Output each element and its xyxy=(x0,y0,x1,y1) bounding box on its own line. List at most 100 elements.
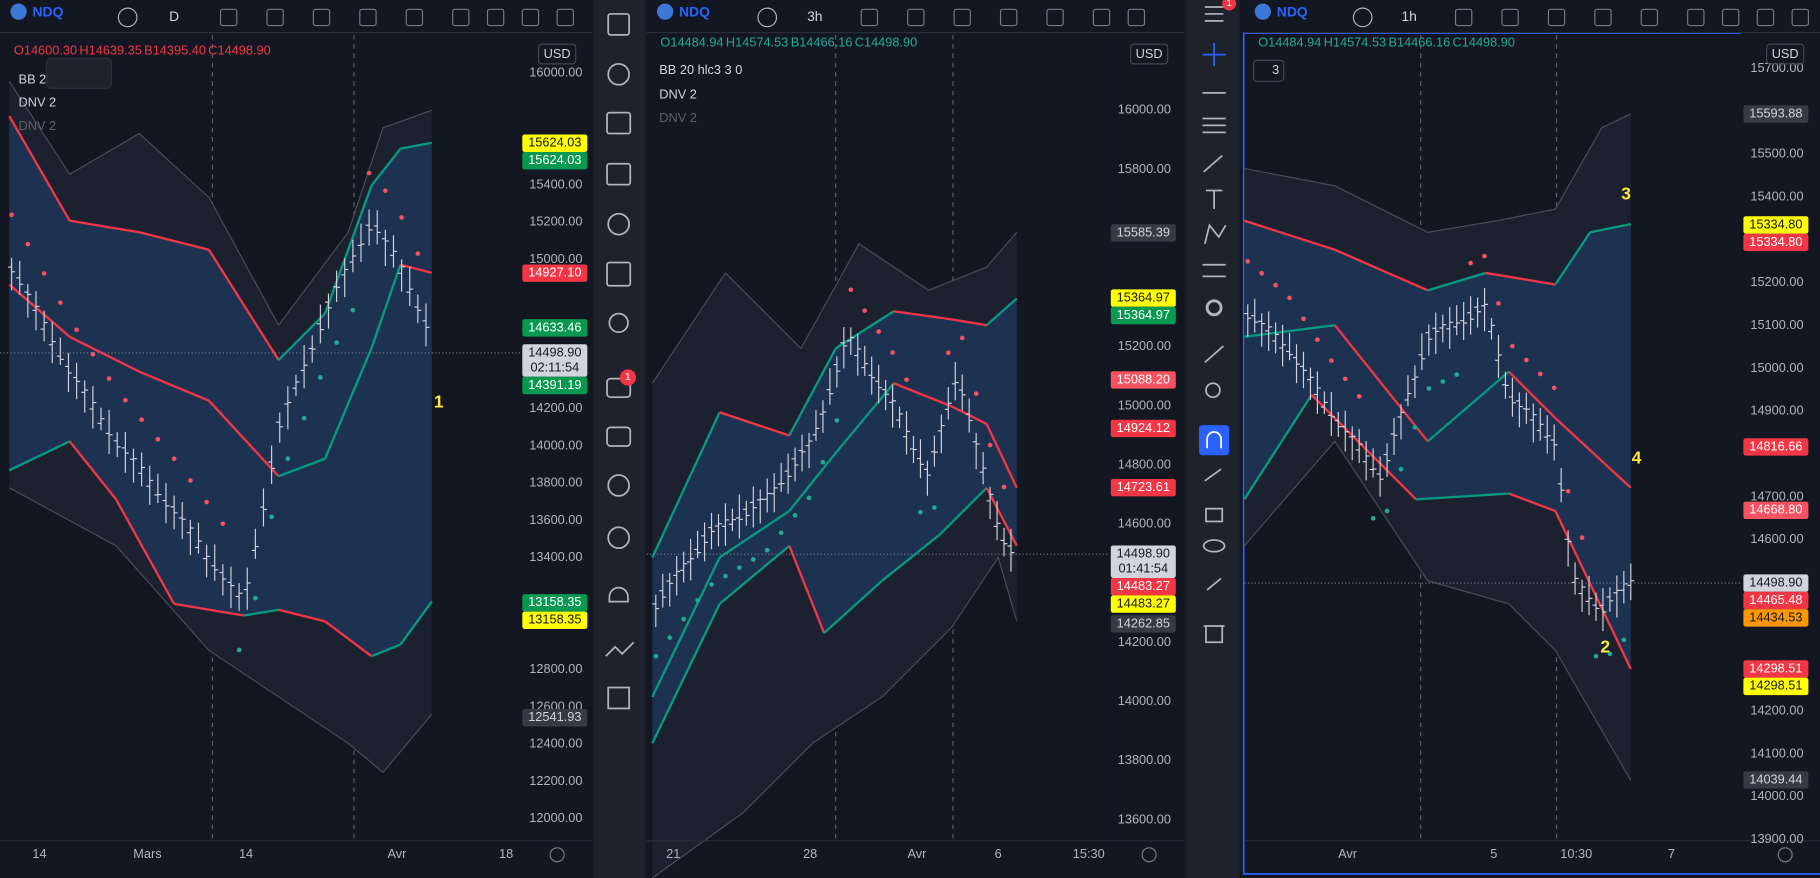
toolbar-button[interactable] xyxy=(860,8,879,27)
watchlist-icon[interactable] xyxy=(607,13,630,36)
prediction-tool[interactable] xyxy=(1202,263,1226,278)
toolbar-button[interactable] xyxy=(1046,8,1064,27)
sar-dot xyxy=(1607,651,1613,657)
dom-icon[interactable] xyxy=(607,686,630,710)
toolbar-button[interactable] xyxy=(1687,8,1705,27)
text-tool[interactable] xyxy=(1205,189,1223,210)
toolbar-button[interactable] xyxy=(1454,8,1473,27)
settings-icon[interactable] xyxy=(1141,847,1157,863)
data-window-icon[interactable] xyxy=(606,261,632,287)
legend-item[interactable]: DNV 2 xyxy=(19,95,57,110)
toolbar-button[interactable] xyxy=(266,8,284,27)
hotlist-icon[interactable] xyxy=(607,212,630,236)
lower-band xyxy=(939,486,988,536)
brush-tool[interactable] xyxy=(1203,154,1223,173)
symbol[interactable]: NDQ xyxy=(679,3,710,19)
toolbar-button[interactable] xyxy=(1721,8,1740,27)
ruler-tool[interactable] xyxy=(1204,345,1224,364)
toolbar-button[interactable] xyxy=(359,8,377,27)
settings-icon[interactable] xyxy=(549,847,565,863)
price-tag-label: 14483.27 xyxy=(1117,578,1170,593)
time-tick-label: Avr xyxy=(388,846,408,861)
price-tag-label: 14668.80 xyxy=(1749,502,1802,517)
alerts-icon[interactable] xyxy=(607,63,630,86)
toolbar-button[interactable] xyxy=(1756,8,1775,27)
ideas-stream-icon[interactable] xyxy=(607,474,630,497)
toolbar-button[interactable] xyxy=(312,8,331,27)
messages-icon[interactable] xyxy=(606,426,632,447)
upper-band xyxy=(8,115,71,222)
lower-band xyxy=(1508,492,1556,513)
settings-icon[interactable] xyxy=(1777,847,1793,863)
crosshair-tool[interactable] xyxy=(1202,42,1226,67)
interval[interactable]: 1h xyxy=(1401,8,1416,24)
toolbar-button[interactable] xyxy=(486,8,505,27)
toolbar-button[interactable] xyxy=(521,8,540,27)
link-tool[interactable] xyxy=(1206,577,1222,591)
notifications-icon[interactable] xyxy=(608,586,629,603)
toolbar-button[interactable] xyxy=(452,8,470,27)
magnet-tool[interactable] xyxy=(1199,425,1230,456)
legend-item[interactable]: BB 20 hlc3 3 0 xyxy=(659,62,742,77)
ideas-icon[interactable] xyxy=(608,312,629,334)
toolbar-button[interactable] xyxy=(405,8,424,27)
currency-button[interactable] xyxy=(1766,43,1805,65)
currency: USD xyxy=(1772,46,1799,61)
legend-item[interactable]: DNV 2 xyxy=(19,118,57,133)
interval[interactable]: 3h xyxy=(807,8,822,24)
add-symbol-button[interactable] xyxy=(757,7,778,28)
legend-overlay[interactable] xyxy=(45,57,113,89)
symbol[interactable]: NDQ xyxy=(1277,3,1308,19)
legend-item[interactable]: DNV 2 xyxy=(659,87,697,102)
price-tag-label: 15334.80 xyxy=(1749,234,1802,249)
sar-dot xyxy=(1565,488,1571,494)
sar-dot xyxy=(1342,376,1348,382)
pattern-tool[interactable] xyxy=(1203,223,1227,245)
toolbar-button[interactable] xyxy=(1547,8,1566,27)
menu-icon[interactable] xyxy=(1204,6,1224,22)
sar-dot xyxy=(25,241,31,247)
sar-dot xyxy=(415,251,421,256)
calendar-icon[interactable] xyxy=(606,162,632,186)
delete-tool[interactable] xyxy=(1203,625,1225,644)
chat-icon[interactable] xyxy=(606,377,632,399)
stay-drawing-tool[interactable] xyxy=(1204,468,1222,482)
legend-item[interactable]: DNV 2 xyxy=(659,110,697,125)
sar-dot xyxy=(285,456,291,462)
shapes-tool[interactable] xyxy=(1205,299,1223,317)
symbol[interactable]: NDQ xyxy=(33,3,64,19)
lower-band xyxy=(1243,394,1313,501)
middle-band xyxy=(138,370,210,402)
legend-item[interactable]: BB 20 xyxy=(19,72,54,87)
toolbar-button[interactable] xyxy=(219,8,238,27)
price-tag xyxy=(1743,677,1809,696)
toolbar-button[interactable] xyxy=(1640,8,1659,27)
upper-band xyxy=(893,310,952,321)
toolbar-button[interactable] xyxy=(1127,8,1146,27)
toolbar-button[interactable] xyxy=(999,8,1018,27)
toolbar-button[interactable] xyxy=(1791,8,1809,27)
streams-icon[interactable] xyxy=(607,526,630,550)
price-tag xyxy=(522,376,588,395)
legend-item[interactable]: 3 xyxy=(1272,62,1279,77)
lower-band xyxy=(718,544,791,605)
toolbar-button[interactable] xyxy=(556,8,574,27)
add-symbol-button[interactable] xyxy=(1352,7,1373,28)
toolbar-button[interactable] xyxy=(1501,8,1519,27)
zoom-tool[interactable] xyxy=(1205,382,1221,399)
legend-toggle[interactable] xyxy=(1252,59,1285,82)
interval[interactable]: D xyxy=(169,8,179,24)
add-symbol-button[interactable] xyxy=(117,7,138,28)
fib-tool[interactable] xyxy=(1202,117,1226,134)
currency-button[interactable] xyxy=(537,43,577,65)
toolbar-button[interactable] xyxy=(1092,8,1111,27)
price-tick-label: 14000.00 xyxy=(1750,788,1803,803)
toolbar-button[interactable] xyxy=(907,8,925,27)
hide-tool[interactable] xyxy=(1202,539,1226,553)
trading-icon[interactable] xyxy=(605,641,635,657)
currency-button[interactable] xyxy=(1129,43,1169,65)
toolbar-button[interactable] xyxy=(1594,8,1612,27)
news-icon[interactable] xyxy=(606,111,632,135)
toolbar-button[interactable] xyxy=(953,8,971,27)
lock-tool[interactable] xyxy=(1205,507,1224,523)
